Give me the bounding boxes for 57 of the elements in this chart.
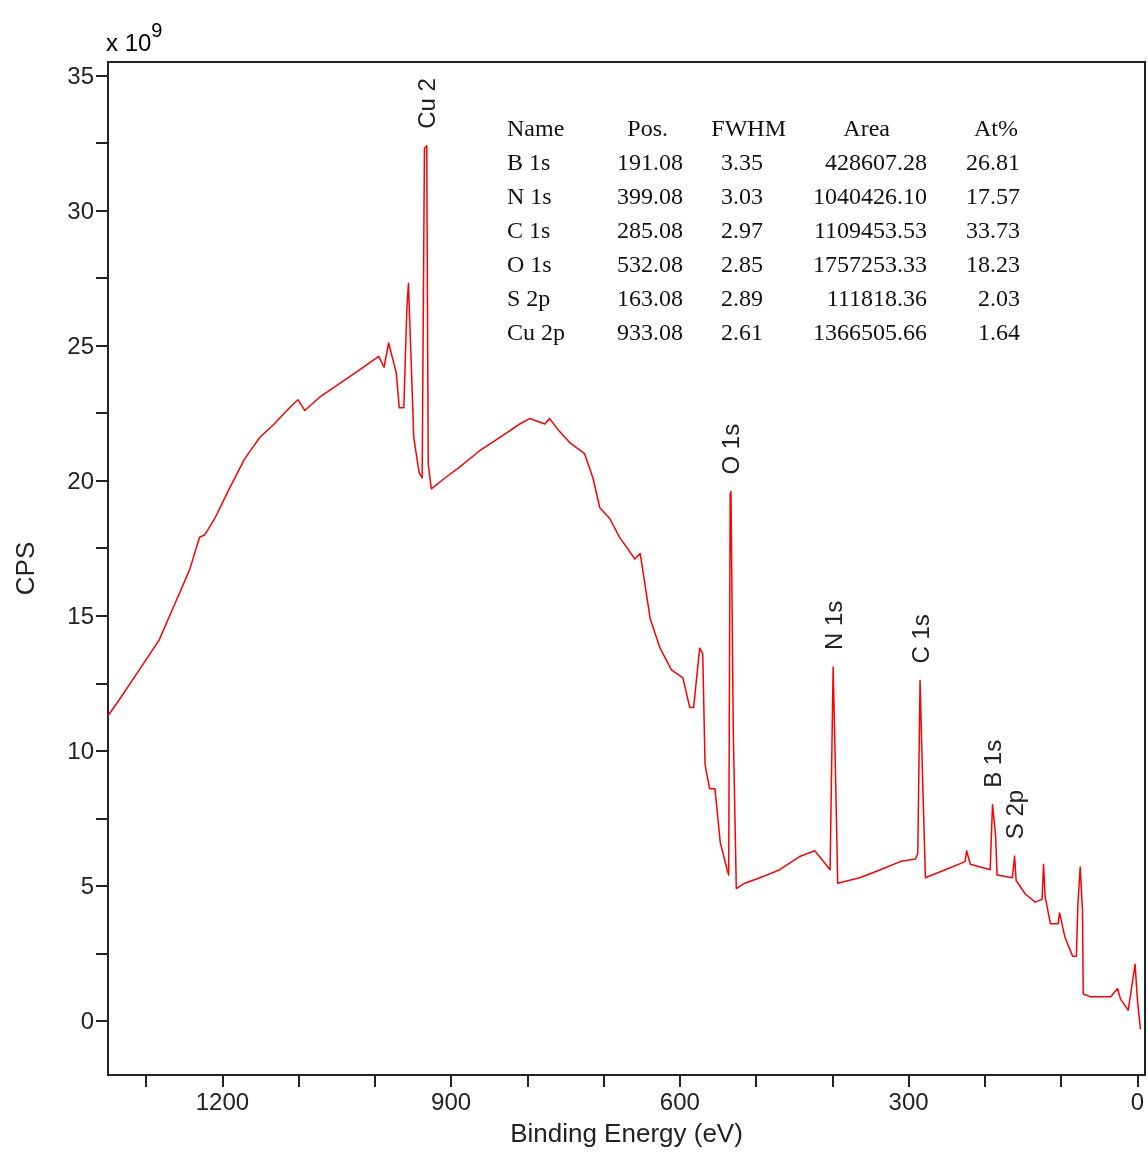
- y-tick-label: 20: [67, 467, 94, 495]
- annotation: 3.03: [721, 183, 763, 209]
- y-tick-label: 15: [67, 602, 94, 630]
- annotation: 191.08: [617, 149, 683, 175]
- x-axis-title: Binding Energy (eV): [510, 1118, 743, 1148]
- y-axis-title: CPS: [10, 541, 40, 596]
- annotation: 2.03: [978, 285, 1020, 311]
- annotation: 2.97: [721, 217, 763, 243]
- x-tick-label: 0: [1130, 1087, 1145, 1115]
- annotation: 111818.36: [826, 285, 927, 311]
- annotation: 18.23: [966, 251, 1020, 277]
- annotation: 163.08: [617, 285, 683, 311]
- y-tick-label: 0: [80, 1007, 94, 1035]
- annotation: N 1s: [819, 600, 847, 651]
- y-tick-label: 25: [67, 332, 94, 360]
- annotation: 933.08: [617, 319, 683, 345]
- y-tick-label: 35: [67, 62, 94, 90]
- annotation: 285.08: [617, 217, 683, 243]
- annotation: 26.81: [966, 149, 1020, 175]
- annotation: Pos.: [627, 115, 668, 141]
- x-tick-label: 600: [659, 1087, 700, 1115]
- annotation: 1.64: [978, 319, 1020, 345]
- x-tick-label: 900: [431, 1087, 472, 1115]
- annotation: 33.73: [966, 217, 1020, 243]
- annotation: 1757253.33: [813, 251, 927, 277]
- annotation: S 2p: [1001, 789, 1029, 840]
- annotation: 1040426.10: [813, 183, 927, 209]
- annotation: 2.61: [721, 319, 763, 345]
- annotation: Cu 2p: [507, 319, 566, 345]
- annotation: Area: [843, 115, 891, 141]
- annotation: 428607.28: [825, 149, 927, 175]
- annotation: 532.08: [617, 251, 683, 277]
- annotation: FWHM: [711, 115, 786, 141]
- annotation: N 1s: [507, 183, 552, 209]
- y-tick-label: 10: [67, 737, 94, 765]
- annotation: 3.35: [721, 149, 763, 175]
- annotation: 17.57: [966, 183, 1020, 209]
- annotation: Name: [507, 115, 565, 141]
- annotation: 1366505.66: [813, 319, 927, 345]
- y-tick-label: 30: [67, 197, 94, 225]
- annotation: C 1s: [507, 217, 551, 243]
- annotation: S 2p: [507, 285, 551, 311]
- annotation: 1109453.53: [813, 217, 927, 243]
- annotation: O 1s: [507, 251, 552, 277]
- annotation: Cu 2: [413, 78, 441, 129]
- annotation: B 1s: [507, 149, 551, 175]
- y-tick-label: 5: [80, 872, 94, 900]
- annotation: 2.89: [721, 285, 763, 311]
- annotation: 2.85: [721, 251, 763, 277]
- x-tick-label: 300: [888, 1087, 929, 1115]
- annotation: 399.08: [617, 183, 683, 209]
- annotation: At%: [974, 115, 1018, 141]
- line-series: [107, 144, 1142, 1030]
- annotation: O 1s: [717, 423, 745, 475]
- annotation: B 1s: [979, 739, 1006, 788]
- x-tick-label: 1200: [195, 1087, 250, 1115]
- annotation: C 1s: [906, 614, 934, 664]
